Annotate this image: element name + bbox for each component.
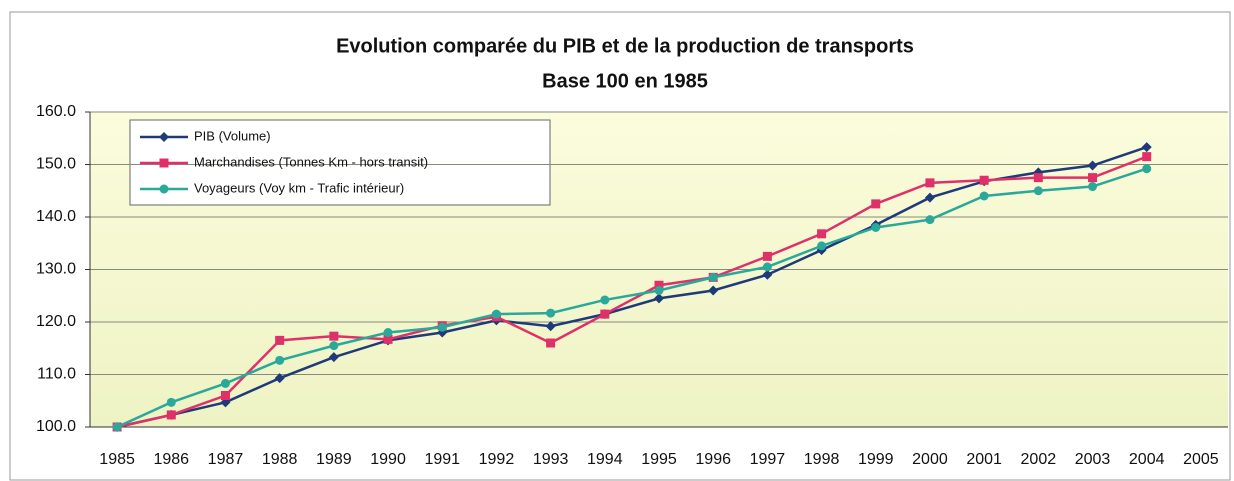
marker [600,295,610,305]
series-line [116,145,1148,429]
x-tick-label: 1989 [316,451,352,468]
marker [1033,173,1043,183]
marker [437,322,447,332]
marker [979,191,989,201]
marker [166,397,176,407]
marker [275,355,285,365]
y-tick-label: 110.0 [37,366,76,383]
x-tick-label: 1991 [424,451,460,468]
y-tick-label: 140.0 [36,208,76,225]
x-tick-label: 2002 [1021,451,1057,468]
y-tick-label: 150.0 [36,156,76,173]
series-line [116,167,1148,429]
x-tick-label: 1997 [750,451,786,468]
legend-label: PIB (Volume) [194,128,271,143]
marker [383,334,393,344]
marker [1088,182,1098,192]
marker [328,352,339,363]
legend-box [129,119,551,206]
x-tick-label: 1995 [641,451,677,468]
x-tick-label: 1999 [858,451,894,468]
x-tick-label: 2004 [1129,451,1165,468]
x-tick-label: 1996 [695,451,731,468]
marker [220,391,230,400]
marker [600,309,610,319]
marker [871,199,881,209]
x-tick-label: 1986 [153,451,189,468]
marker [1141,142,1152,153]
marker [329,331,339,341]
marker [979,175,989,185]
marker [925,215,935,225]
x-tick-label: 1994 [587,451,623,468]
marker [546,308,556,318]
x-tick-label: 2000 [912,451,948,468]
marker [1088,173,1098,183]
x-tick-label: 1985 [99,451,135,468]
y-tick-label: 160.0 [36,103,76,120]
x-tick-label: 1998 [804,451,840,468]
series-line [116,155,1148,429]
marker [924,192,935,203]
y-tick-label: 120.0 [36,313,76,330]
y-tick-label: 100.0 [36,418,76,435]
x-tick-label: 1988 [262,451,298,468]
marker [708,285,719,296]
marker [871,223,881,232]
marker [762,262,772,272]
marker [817,241,827,251]
marker [1142,152,1152,162]
marker [159,184,169,194]
x-tick-label: 1987 [208,451,244,468]
marker [112,422,122,432]
marker [654,286,664,295]
marker [545,321,556,332]
marker [1087,160,1098,171]
chart-subtitle: Base 100 en 1985 [542,70,708,92]
x-tick-label: 2001 [966,451,1002,468]
x-tick-label: 2005 [1183,451,1219,468]
legend-label: Marchandises (Tonnes Km - hors transit) [194,154,428,169]
marker [708,272,718,282]
marker [654,293,664,304]
marker [491,309,501,319]
marker [925,178,935,188]
marker [274,373,285,384]
marker [762,269,773,280]
marker [1033,186,1043,196]
marker [546,338,556,348]
marker [159,158,169,168]
marker [220,378,230,388]
marker [817,229,827,239]
chart-title: Evolution comparée du PIB et de la produ… [336,35,914,57]
x-tick-label: 2003 [1075,451,1111,468]
marker [159,132,169,142]
marker [275,335,285,345]
y-tick-label: 130.0 [36,261,76,278]
marker [329,341,339,351]
marker [762,251,772,261]
x-tick-label: 1993 [533,451,569,468]
marker [654,280,664,290]
marker [166,410,176,420]
marker [1142,164,1152,174]
marker [383,328,393,337]
x-tick-label: 1990 [370,451,406,468]
x-tick-label: 1992 [479,451,515,468]
legend-label: Voyageurs (Voy km - Trafic intérieur) [194,180,404,195]
